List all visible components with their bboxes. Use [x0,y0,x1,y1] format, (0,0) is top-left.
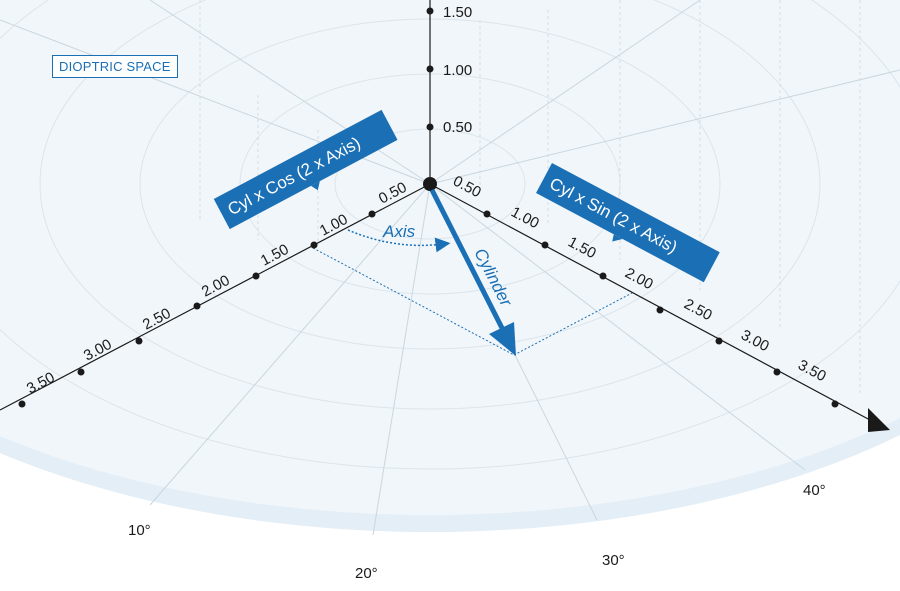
vertical-tick-label: 0.50 [443,119,472,136]
right-axis-arrowhead [868,408,890,432]
origin-point [423,177,437,191]
degree-label: 30° [602,552,625,569]
cylinder-arrowhead [489,322,516,356]
dioptric-space-badge: DIOPTRIC SPACE [52,55,178,78]
degree-label: 40° [803,482,826,499]
right-axis [429,183,871,421]
vertical-tick-label: 1.00 [443,62,472,79]
vertical-tick-label: 1.50 [443,4,472,21]
axis-arc [347,229,451,253]
left-axis [0,183,431,411]
projection-lines [312,247,633,356]
tick-dots [18,7,839,408]
degree-label: 10° [128,522,151,539]
axis-label: Axis [382,222,416,241]
cylinder-arrow [429,188,506,332]
degree-label: 20° [355,565,378,582]
polar-disc [0,0,900,515]
